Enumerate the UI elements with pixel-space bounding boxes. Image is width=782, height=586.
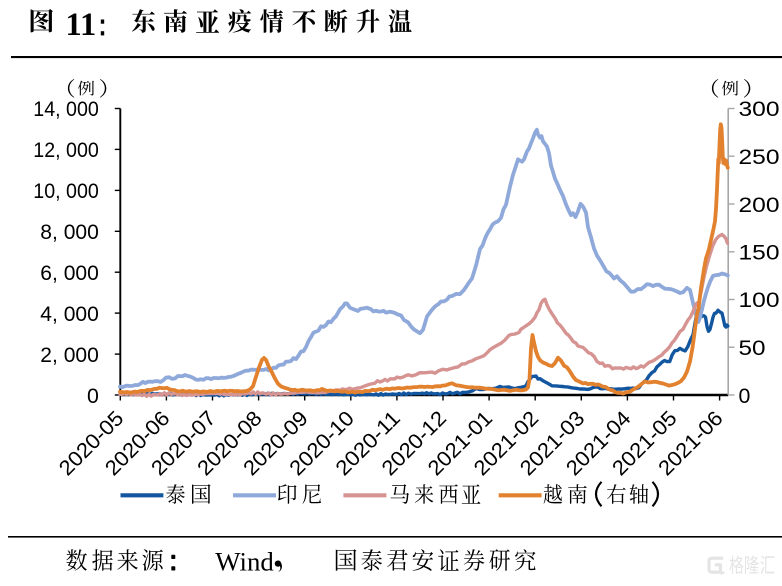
svg-text:8, 000: 8, 000 — [40, 220, 99, 244]
svg-text:100: 100 — [739, 288, 780, 312]
svg-text:Wind: Wind — [215, 546, 274, 576]
svg-text:250: 250 — [739, 145, 780, 169]
svg-text:11: 11 — [66, 7, 97, 43]
svg-text:150: 150 — [739, 241, 780, 265]
svg-text:300: 300 — [739, 97, 780, 121]
svg-text:14, 000: 14, 000 — [33, 97, 99, 121]
svg-text:6, 000: 6, 000 — [40, 261, 99, 285]
svg-text:50: 50 — [739, 336, 766, 360]
svg-text:0: 0 — [87, 384, 99, 408]
svg-text:12, 000: 12, 000 — [33, 138, 99, 162]
svg-text:200: 200 — [739, 193, 780, 217]
svg-text:2, 000: 2, 000 — [40, 343, 99, 367]
svg-text:0: 0 — [739, 384, 751, 408]
svg-text:4, 000: 4, 000 — [40, 302, 99, 326]
svg-text:10, 000: 10, 000 — [33, 179, 99, 203]
